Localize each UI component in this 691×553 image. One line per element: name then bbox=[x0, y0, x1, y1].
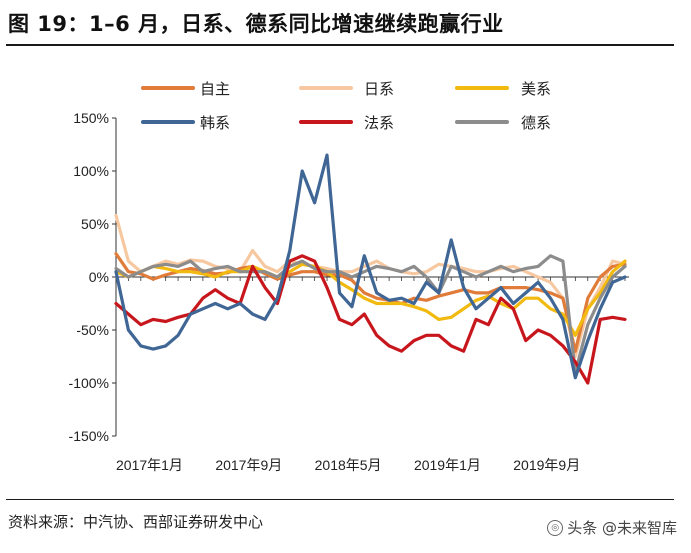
legend-label-美系: 美系 bbox=[521, 80, 551, 98]
legend-label-韩系: 韩系 bbox=[200, 114, 230, 132]
series-line-韩系 bbox=[114, 153, 627, 380]
x-tick-label: 2017年1月 bbox=[116, 457, 183, 473]
y-tick-label: 100% bbox=[73, 163, 109, 179]
watermark-text: 头条 @未来智库 bbox=[567, 519, 677, 537]
series-line-德系 bbox=[114, 254, 627, 374]
series-line-美系 bbox=[114, 259, 627, 337]
top-rule bbox=[6, 44, 674, 46]
y-tick-label: 50% bbox=[81, 216, 109, 232]
y-axis: -150% -100% -50% 0% 50% 100% 150% bbox=[69, 110, 117, 444]
series-line-日系 bbox=[114, 213, 627, 359]
y-tick-label: -100% bbox=[69, 375, 109, 391]
source-note: 资料来源：中汽协、西部证券研发中心 bbox=[8, 513, 264, 531]
watermark: ◎ 头条 @未来智库 bbox=[547, 517, 677, 538]
y-tick-label: 150% bbox=[73, 110, 109, 126]
x-tick-label: 2018年5月 bbox=[315, 457, 382, 473]
legend-label-自主: 自主 bbox=[200, 80, 230, 98]
chart-series bbox=[114, 153, 627, 385]
bottom-rule bbox=[6, 499, 674, 500]
watermark-icon: ◎ bbox=[547, 519, 564, 536]
x-axis: 2017年1月 2017年9月 2018年5月 2019年1月 2019年9月 bbox=[115, 276, 629, 473]
y-tick-label: -50% bbox=[76, 322, 109, 338]
legend-label-日系: 日系 bbox=[364, 80, 394, 98]
y-tick-label: -150% bbox=[69, 428, 109, 444]
legend-label-德系: 德系 bbox=[521, 114, 551, 132]
x-tick-label: 2019年1月 bbox=[414, 457, 481, 473]
y-tick-label: 0% bbox=[89, 269, 109, 285]
chart-title: 图 19：1–6 月，日系、德系同比增速继续跑赢行业 bbox=[8, 12, 504, 36]
x-tick-label: 2017年9月 bbox=[215, 457, 282, 473]
legend-label-法系: 法系 bbox=[364, 114, 394, 132]
x-tick-label: 2019年9月 bbox=[513, 457, 580, 473]
series-line-法系 bbox=[114, 254, 627, 385]
